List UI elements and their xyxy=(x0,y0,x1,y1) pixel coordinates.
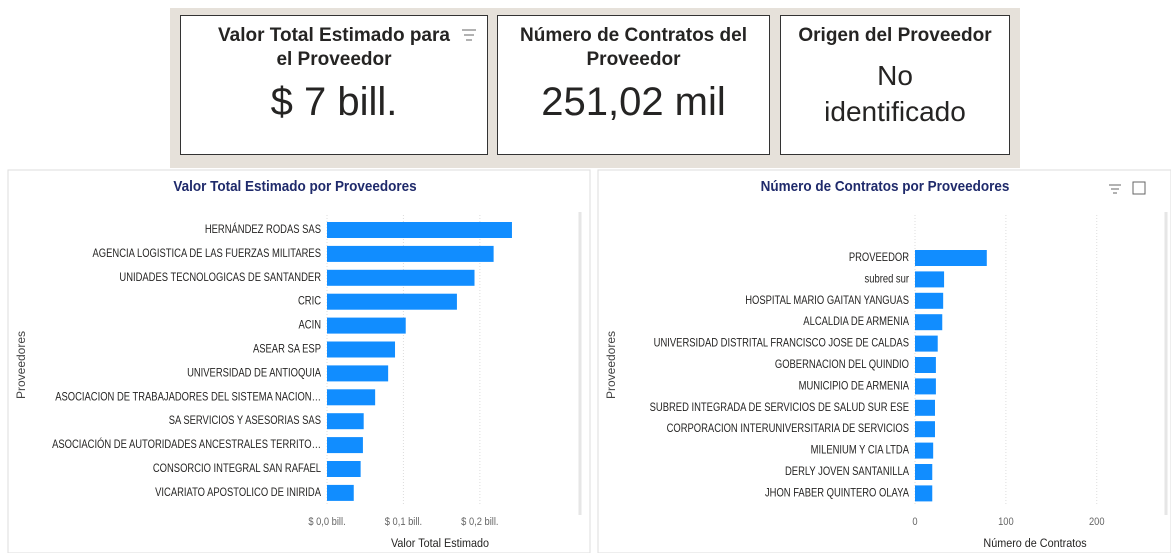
kpi-card: Número de Contratos del Proveedor 251,02… xyxy=(497,15,770,155)
bar xyxy=(915,399,935,416)
y-tick-label: SUBRED INTEGRADA DE SERVICIOS DE SALUD S… xyxy=(650,401,909,414)
card-title: Valor Total Estimado para el Proveedor xyxy=(218,25,450,70)
x-tick-label: 100 xyxy=(998,516,1014,528)
bar xyxy=(915,485,933,502)
bar xyxy=(327,222,512,238)
bar xyxy=(915,335,938,352)
panel xyxy=(597,169,1171,553)
y-tick-label: GOBERNACION DEL QUINDIO xyxy=(775,358,909,371)
x-tick-label: 200 xyxy=(1089,516,1105,528)
y-tick-label: UNIVERSIDAD DISTRITAL FRANCISCO JOSE DE … xyxy=(654,337,909,350)
bar xyxy=(915,357,936,373)
bar xyxy=(327,389,376,406)
bar xyxy=(327,317,406,334)
bar xyxy=(915,378,936,395)
y-tick-label: ALCALDIA DE ARMENIA xyxy=(803,315,909,328)
y-tick-label: CONSORCIO INTEGRAL SAN RAFAEL xyxy=(153,462,321,475)
y-tick-label: CORPORACION INTERUNIVERSITARIA DE SERVIC… xyxy=(667,422,909,435)
x-tick-label: $ 0,2 bill. xyxy=(461,516,498,528)
y-tick-label: UNIVERSIDAD DE ANTIOQUIA xyxy=(187,367,321,380)
bar xyxy=(327,484,354,501)
bar xyxy=(327,245,494,262)
bar xyxy=(327,437,363,454)
bar xyxy=(327,461,361,477)
x-axis-title: Número de Contratos xyxy=(983,538,1086,551)
bar xyxy=(915,314,943,331)
y-tick-label: MUNICIPIO DE ARMENIA xyxy=(799,380,909,393)
y-axis-title: Proveedores xyxy=(604,331,618,399)
bar xyxy=(915,250,987,266)
y-tick-label: HERNÁNDEZ RODAS SAS xyxy=(205,222,321,236)
y-tick-label: HOSPITAL MARIO GAITAN YANGUAS xyxy=(745,294,909,307)
bar xyxy=(327,365,389,382)
bar xyxy=(327,341,396,358)
x-tick-label: 0 xyxy=(912,516,917,528)
x-axis-title: Valor Total Estimado xyxy=(391,538,489,551)
filter-icon[interactable] xyxy=(1109,184,1121,194)
y-tick-label: ASOCIACION DE TRABAJADORES DEL SISTEMA N… xyxy=(55,390,321,403)
bar xyxy=(915,421,935,438)
y-tick-label: UNIDADES TECNOLOGICAS DE SANTANDER xyxy=(119,271,321,284)
card-value: $ 7 bill. xyxy=(270,80,398,124)
card-title: Origen del Proveedor xyxy=(798,25,992,46)
y-tick-label: VICARIATO APOSTOLICO DE INIRIDA xyxy=(155,486,321,499)
y-tick-label: ACIN xyxy=(298,319,321,332)
chart-title: Valor Total Estimado por Proveedores xyxy=(173,178,416,195)
y-tick-label: ASEAR SA ESP xyxy=(253,343,321,356)
bar xyxy=(327,413,364,430)
card-value: 251,02 mil xyxy=(541,80,726,124)
x-tick-label: $ 0,1 bill. xyxy=(385,516,422,528)
bar xyxy=(915,464,933,480)
bar xyxy=(327,269,475,286)
card-title: Número de Contratos del Proveedor xyxy=(520,25,747,70)
y-tick-label: MILENIUM Y CIA LTDA xyxy=(811,444,909,457)
bar xyxy=(915,442,934,459)
y-tick-label: JHON FABER QUINTERO OLAYA xyxy=(765,487,909,500)
y-tick-label: CRIC xyxy=(298,295,321,308)
chart-title: Número de Contratos por Proveedores xyxy=(761,178,1010,195)
y-tick-label: AGENCIA LOGISTICA DE LAS FUERZAS MILITAR… xyxy=(93,247,321,260)
y-tick-label: ASOCIACIÓN DE AUTORIDADES ANCESTRALES TE… xyxy=(52,437,321,451)
filter-icon[interactable] xyxy=(461,28,477,42)
bar xyxy=(915,292,944,309)
y-tick-label: DERLY JOVEN SANTANILLA xyxy=(785,465,909,478)
focus-icon[interactable] xyxy=(1132,181,1146,195)
y-tick-label: PROVEEDOR xyxy=(849,251,910,264)
y-tick-label: SA SERVICIOS Y ASESORIAS SAS xyxy=(169,414,321,427)
bar xyxy=(915,271,945,288)
y-tick-label: subred sur xyxy=(865,273,910,286)
x-tick-label: $ 0,0 bill. xyxy=(308,516,345,528)
bar xyxy=(327,293,457,310)
card-value: No identificado xyxy=(824,60,966,127)
kpi-card: Valor Total Estimado para el Proveedor $… xyxy=(180,15,488,155)
kpi-card: Origen del Proveedor No identificado xyxy=(780,15,1010,155)
y-axis-title: Proveedores xyxy=(14,331,28,399)
